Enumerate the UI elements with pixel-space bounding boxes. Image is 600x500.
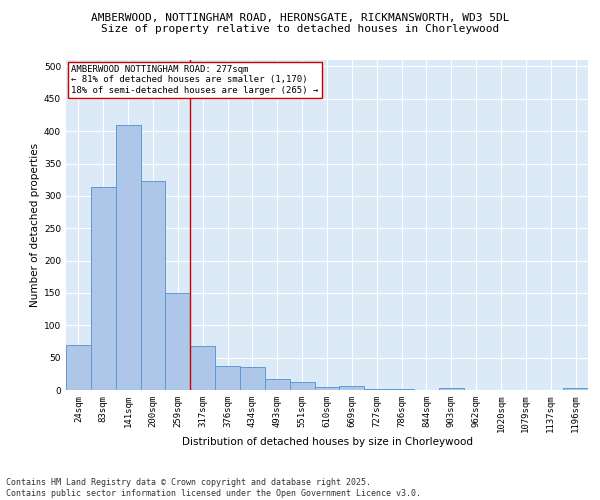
Bar xyxy=(116,124,140,390)
Bar xyxy=(340,386,364,390)
Text: AMBERWOOD NOTTINGHAM ROAD: 277sqm
← 81% of detached houses are smaller (1,170)
1: AMBERWOOD NOTTINGHAM ROAD: 277sqm ← 81% … xyxy=(71,65,319,95)
Bar xyxy=(563,388,588,390)
Y-axis label: Number of detached properties: Number of detached properties xyxy=(30,143,40,307)
Bar xyxy=(290,382,314,390)
Bar xyxy=(140,181,166,390)
Bar xyxy=(265,379,290,390)
Bar xyxy=(66,344,91,390)
Bar xyxy=(91,188,116,390)
Bar xyxy=(314,387,340,390)
Bar xyxy=(215,366,240,390)
Bar xyxy=(190,346,215,390)
Text: Contains HM Land Registry data © Crown copyright and database right 2025.
Contai: Contains HM Land Registry data © Crown c… xyxy=(6,478,421,498)
Bar xyxy=(166,293,190,390)
Text: AMBERWOOD, NOTTINGHAM ROAD, HERONSGATE, RICKMANSWORTH, WD3 5DL: AMBERWOOD, NOTTINGHAM ROAD, HERONSGATE, … xyxy=(91,12,509,22)
Text: Size of property relative to detached houses in Chorleywood: Size of property relative to detached ho… xyxy=(101,24,499,34)
Bar xyxy=(439,388,464,390)
Bar xyxy=(240,366,265,390)
X-axis label: Distribution of detached houses by size in Chorleywood: Distribution of detached houses by size … xyxy=(182,436,473,446)
